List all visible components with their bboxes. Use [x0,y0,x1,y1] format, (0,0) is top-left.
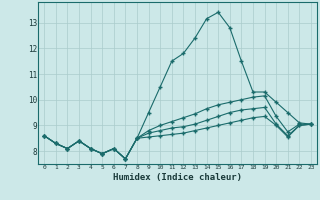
X-axis label: Humidex (Indice chaleur): Humidex (Indice chaleur) [113,173,242,182]
